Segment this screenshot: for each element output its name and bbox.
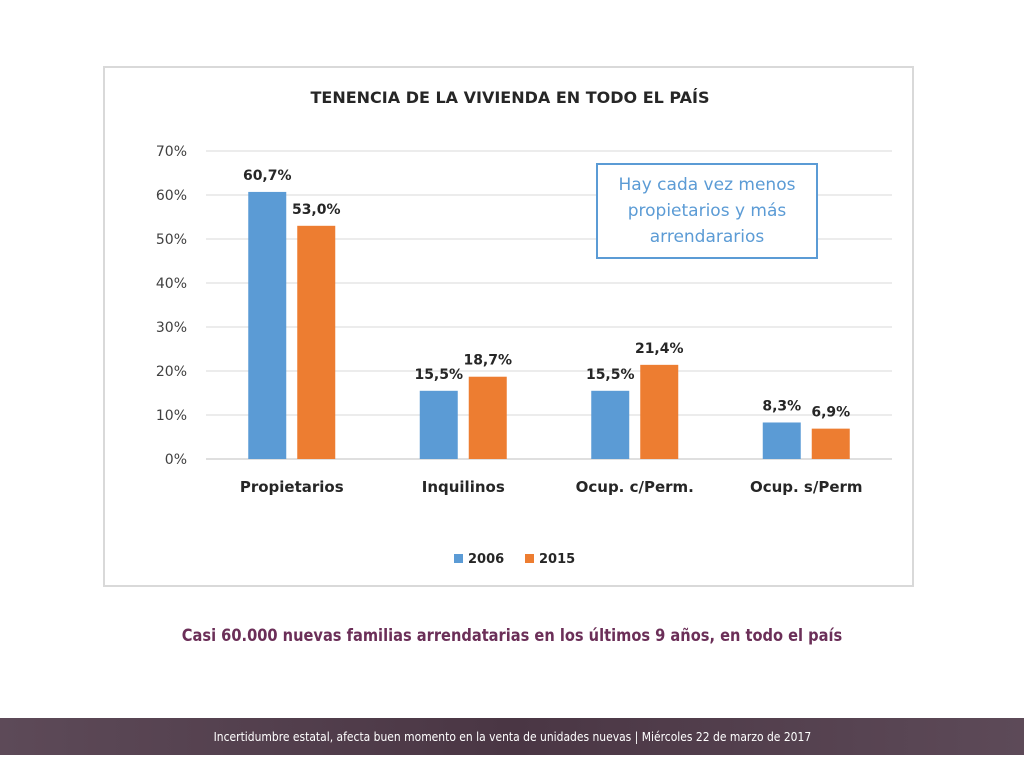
data-label: 60,7% [243,168,292,184]
y-tick-label: 50% [156,232,187,248]
chart-title: TENENCIA DE LA VIVIENDA EN TODO EL PAÍS [310,88,709,107]
bar-2015 [811,428,850,459]
legend-swatch [454,554,463,563]
bar-2006 [591,390,630,459]
bar-2015 [297,225,336,459]
y-tick-label: 0% [165,452,187,468]
legend-label: 2015 [539,552,575,567]
x-tick-label: Ocup. s/Perm [750,478,863,496]
chart-frame: TENENCIA DE LA VIVIENDA EN TODO EL PAÍS … [103,66,914,587]
legend-label: 2006 [468,552,504,567]
bar-2015 [468,376,507,459]
footer-text: Incertidumbre estatal, afecta buen momen… [213,729,811,744]
data-label: 53,0% [292,202,341,218]
bar-2006 [248,191,287,460]
y-tick-label: 30% [156,320,187,336]
bar-2006 [762,422,801,459]
x-tick-label: Propietarios [240,478,344,496]
y-tick-label: 40% [156,276,187,292]
data-label: 18,7% [463,353,512,369]
bar-2015 [640,364,679,459]
data-label: 8,3% [762,398,801,414]
legend-swatch [525,554,534,563]
bar-2006 [419,390,458,459]
y-tick-label: 20% [156,364,187,380]
y-tick-label: 70% [156,144,187,160]
data-label: 15,5% [586,367,635,383]
chart-annotation: Hay cada vez menos propietarios y más ar… [596,163,818,259]
chart-svg: TENENCIA DE LA VIVIENDA EN TODO EL PAÍS … [156,88,892,567]
page-subtitle: Casi 60.000 nuevas familias arrendataria… [181,626,843,646]
data-label: 15,5% [414,367,463,383]
footer-bar: Incertidumbre estatal, afecta buen momen… [0,718,1024,755]
x-tick-label: Ocup. c/Perm. [576,478,694,496]
data-label: 21,4% [635,341,684,357]
x-tick-label: Inquilinos [422,478,505,496]
data-label: 6,9% [811,405,850,421]
y-tick-label: 60% [156,188,187,204]
y-tick-label: 10% [156,408,187,424]
